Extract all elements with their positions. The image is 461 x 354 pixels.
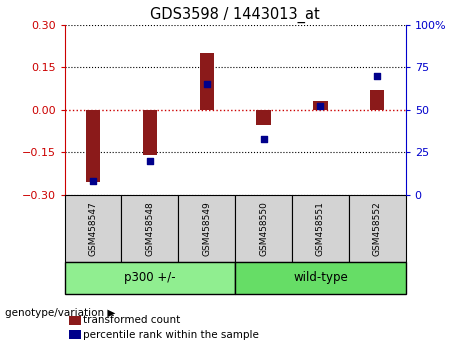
Text: genotype/variation ▶: genotype/variation ▶ xyxy=(5,308,115,318)
Text: GSM458551: GSM458551 xyxy=(316,201,325,256)
Text: GSM458550: GSM458550 xyxy=(259,201,268,256)
Bar xyxy=(65,195,121,262)
Text: GSM458549: GSM458549 xyxy=(202,201,211,256)
Bar xyxy=(256,110,271,125)
Point xyxy=(146,158,154,164)
Bar xyxy=(349,195,406,262)
Text: GSM458547: GSM458547 xyxy=(89,201,97,256)
Bar xyxy=(65,262,235,294)
Text: transformed count: transformed count xyxy=(83,315,180,325)
Bar xyxy=(370,90,384,110)
Text: wild-type: wild-type xyxy=(293,272,348,284)
Point xyxy=(260,136,267,142)
Point xyxy=(317,103,324,109)
Point xyxy=(203,81,210,87)
Point xyxy=(89,178,97,184)
Bar xyxy=(235,262,406,294)
Bar xyxy=(313,101,327,110)
Text: percentile rank within the sample: percentile rank within the sample xyxy=(83,330,259,339)
Bar xyxy=(292,195,349,262)
Point xyxy=(373,73,381,79)
Bar xyxy=(86,110,100,182)
Bar xyxy=(121,195,178,262)
Text: p300 +/-: p300 +/- xyxy=(124,272,176,284)
Bar xyxy=(235,195,292,262)
Bar xyxy=(178,195,235,262)
Title: GDS3598 / 1443013_at: GDS3598 / 1443013_at xyxy=(150,7,320,23)
Bar xyxy=(143,110,157,155)
Bar xyxy=(200,53,214,110)
Text: GSM458552: GSM458552 xyxy=(373,201,382,256)
Text: GSM458548: GSM458548 xyxy=(145,201,154,256)
